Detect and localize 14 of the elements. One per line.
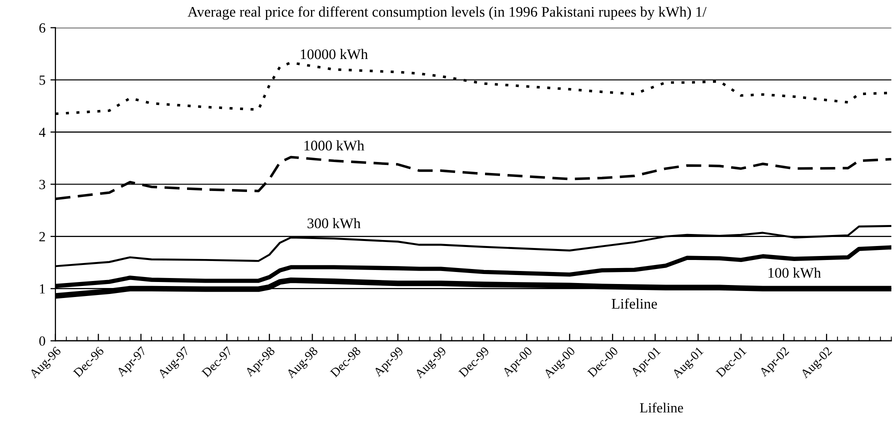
y-tick-label: 3 (39, 180, 46, 190)
series-label: 10000 kWh (300, 48, 368, 60)
series-label: 1000 kWh (304, 140, 364, 151)
text: Lifeline (640, 402, 684, 413)
y-tick-label: 5 (40, 76, 46, 85)
y-tick-label: 1 (40, 284, 45, 294)
chart-title: Average real price for different consumption levels (in 1996 Pakistani rupees by kWh) 1/ (188, 6, 707, 20)
y-tick-label: 0 (39, 336, 46, 346)
y-tick-label: 2 (39, 232, 45, 242)
y-tick-label: 4 (39, 128, 46, 137)
series-label: 100 kWh (768, 268, 821, 278)
series-label: Lifeline (612, 298, 657, 309)
y-tick-label: 6 (39, 23, 46, 33)
series-label: 300 kWh (308, 218, 361, 228)
